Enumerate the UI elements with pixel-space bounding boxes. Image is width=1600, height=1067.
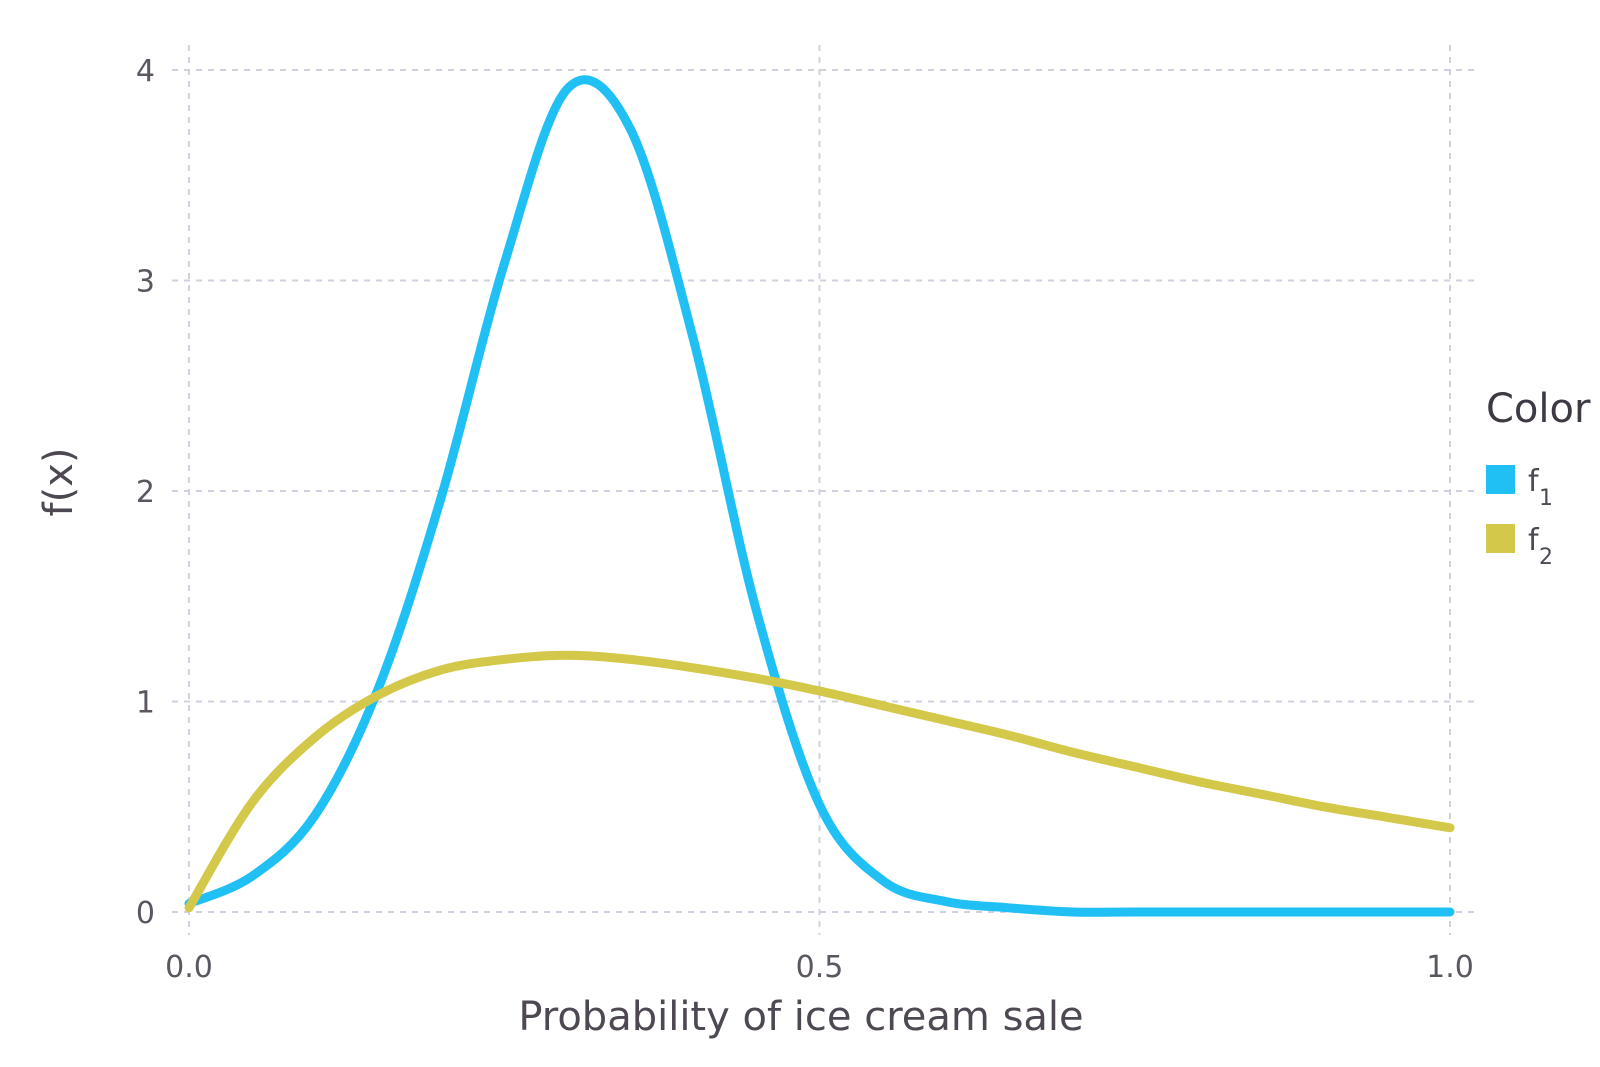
series-line-f1	[184, 75, 1455, 917]
legend: Color f 1f 2	[1486, 386, 1591, 570]
x-tick-label: 0.0	[165, 950, 213, 985]
y-tick-label: 3	[136, 265, 155, 300]
x-tick-label: 1.0	[1426, 950, 1474, 985]
plot-area	[184, 75, 1455, 917]
x-axis-label: Probability of ice cream sale	[518, 994, 1083, 1040]
y-axis-label: f(x)	[36, 448, 82, 517]
tick-labels: 0.0 0.5 1.0 0 1 2 3 4	[136, 54, 1474, 985]
legend-label-subscript: 2	[1539, 545, 1553, 570]
legend-swatch	[1486, 524, 1515, 553]
legend-label: f	[1528, 464, 1540, 499]
legend-title: Color	[1486, 386, 1591, 432]
legend-label: f	[1528, 523, 1540, 558]
y-tick-label: 4	[136, 54, 155, 89]
y-tick-label: 0	[136, 896, 155, 931]
legend-swatch	[1486, 465, 1515, 494]
series-line-f2	[184, 650, 1455, 913]
y-tick-label: 1	[136, 686, 155, 721]
legend-label-subscript: 1	[1539, 486, 1553, 511]
x-tick-label: 0.5	[796, 950, 844, 985]
y-tick-label: 2	[136, 475, 155, 510]
grid	[172, 45, 1475, 935]
